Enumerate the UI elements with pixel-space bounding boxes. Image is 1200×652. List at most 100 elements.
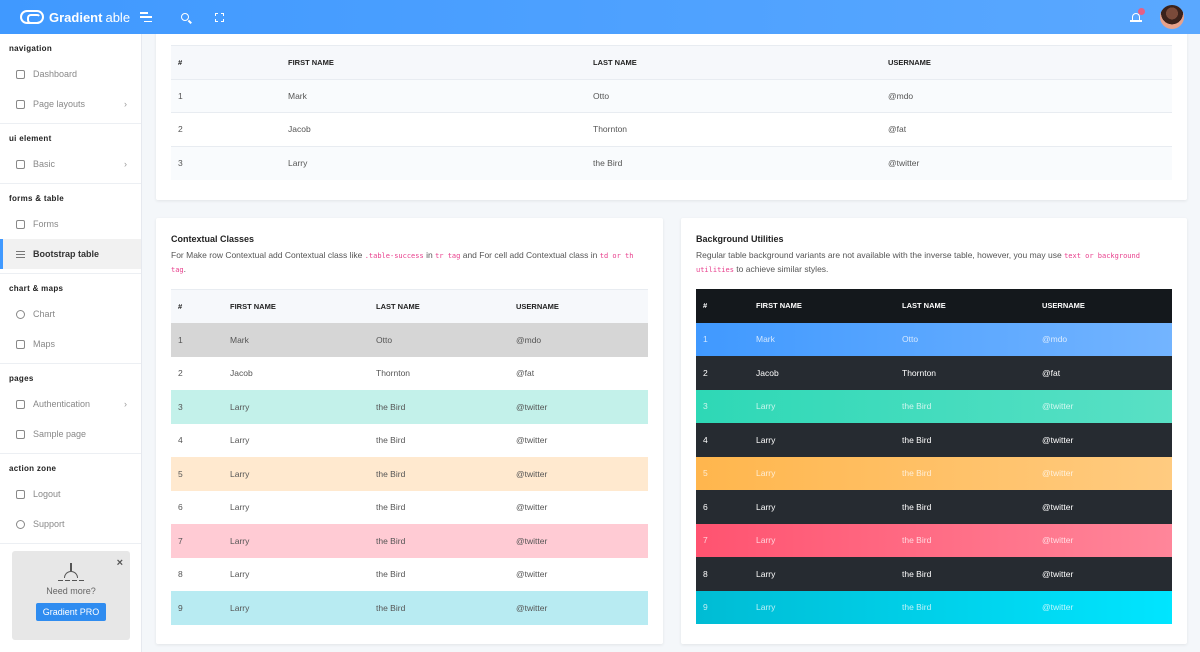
nav-caption: navigation bbox=[9, 44, 53, 53]
column-header: USERNAME bbox=[509, 289, 648, 323]
chevron-right-icon: › bbox=[124, 159, 127, 169]
table-cell: Thornton bbox=[376, 368, 411, 379]
table-cell: 9 bbox=[703, 602, 708, 613]
table-cell: Mark bbox=[230, 334, 249, 345]
table-cell: Thornton bbox=[902, 367, 937, 378]
column-header: LAST NAME bbox=[586, 45, 881, 79]
nav-caption: pages bbox=[9, 374, 34, 383]
table-cell: @twitter bbox=[516, 468, 548, 479]
table-cell: 4 bbox=[178, 435, 183, 446]
sidebar-item-label: Chart bbox=[33, 309, 56, 319]
top-navbar: Gradient able bbox=[0, 0, 1200, 34]
table-cell: Jacob bbox=[230, 368, 253, 379]
sidebar-item-label: Logout bbox=[33, 489, 61, 499]
table-row: 7 Larry the Bird @twitter bbox=[171, 524, 648, 558]
table-row: 6 Larry the Bird @twitter bbox=[171, 490, 648, 524]
table-cell: the Bird bbox=[376, 535, 406, 546]
table-cell: the Bird bbox=[902, 568, 932, 579]
table-cell: Larry bbox=[230, 401, 250, 412]
sidebar-item-bootstrap-table[interactable]: Bootstrap table bbox=[0, 239, 141, 269]
table-row: 6 Larry the Bird @twitter bbox=[696, 490, 1172, 524]
table-cell: @mdo bbox=[881, 78, 1172, 113]
sidebar-item-logout[interactable]: Logout bbox=[0, 479, 141, 509]
table-cell: @twitter bbox=[1042, 535, 1074, 546]
table-row: 7 Larry the Bird @twitter bbox=[696, 523, 1172, 557]
table-cell: Jacob bbox=[756, 367, 779, 378]
contextual-classes-card: Contextual Classes For Make row Contextu… bbox=[156, 218, 663, 644]
nav-group: pages Authentication › Sample page bbox=[0, 364, 141, 454]
sidebar-item-chart[interactable]: Chart bbox=[0, 299, 141, 329]
table-cell: @twitter bbox=[881, 145, 1172, 180]
table-cell: @twitter bbox=[1042, 468, 1074, 479]
nav-group: navigation Dashboard Page layouts › bbox=[0, 34, 141, 124]
table-row: 2 Jacob Thornton @fat bbox=[696, 356, 1172, 390]
column-header: FIRST NAME bbox=[223, 289, 369, 323]
table-row: 3 Larry the Bird @twitter bbox=[696, 389, 1172, 423]
map-icon bbox=[16, 339, 25, 349]
table-row: 3 Larry the Bird @twitter bbox=[171, 390, 648, 424]
contextual-table: # FIRST NAME LAST NAME USERNAME 1 Mark Otto @m… bbox=[171, 289, 648, 625]
brand-logo-link[interactable]: Gradient able bbox=[20, 10, 130, 25]
nav-group: chart & maps Chart Maps bbox=[0, 274, 141, 364]
table-cell: the Bird bbox=[376, 569, 406, 580]
table-cell: 6 bbox=[703, 501, 708, 512]
sidebar-item-support[interactable]: Support bbox=[0, 509, 141, 539]
sidebar-item-page-layouts[interactable]: Page layouts › bbox=[0, 89, 141, 119]
table-cell: Larry bbox=[756, 401, 776, 412]
sidebar-item-basic[interactable]: Basic › bbox=[0, 149, 141, 179]
nav-caption: forms & table bbox=[9, 194, 65, 203]
nav-caption: chart & maps bbox=[9, 284, 64, 293]
table-cell: 2 bbox=[178, 368, 183, 379]
table-cell: @mdo bbox=[516, 334, 542, 345]
column-header: # bbox=[171, 289, 223, 323]
avatar[interactable] bbox=[1160, 5, 1184, 29]
table-cell: @twitter bbox=[1042, 501, 1074, 512]
gradient-pro-button[interactable]: Gradient PRO bbox=[35, 603, 107, 621]
table-cell: 5 bbox=[703, 468, 708, 479]
bell-icon[interactable] bbox=[1130, 8, 1145, 23]
close-icon[interactable]: × bbox=[116, 557, 123, 569]
table-cell: @fat bbox=[516, 368, 535, 379]
table-cell: Larry bbox=[756, 434, 776, 445]
sidebar-item-label: Forms bbox=[33, 219, 59, 229]
fullscreen-button[interactable] bbox=[212, 10, 226, 24]
table-cell: Larry bbox=[756, 535, 776, 546]
sidebar-item-authentication[interactable]: Authentication › bbox=[0, 389, 141, 419]
table-row: 5 Larry the Bird @twitter bbox=[171, 457, 648, 491]
help-icon bbox=[16, 519, 25, 529]
box-icon bbox=[16, 159, 25, 169]
chevron-right-icon: › bbox=[124, 99, 127, 109]
column-header: # bbox=[171, 45, 281, 79]
sidebar-item-maps[interactable]: Maps bbox=[0, 329, 141, 359]
table-cell: 9 bbox=[178, 602, 183, 613]
table-row: 2 Jacob Thornton @fat bbox=[171, 112, 1172, 146]
table-cell: 6 bbox=[178, 502, 183, 513]
table-cell: Larry bbox=[230, 435, 250, 446]
logo-icon bbox=[20, 10, 44, 24]
menu-icon[interactable] bbox=[140, 12, 153, 22]
sidebar-item-sample-page[interactable]: Sample page bbox=[0, 419, 141, 449]
brand-sub: able bbox=[105, 9, 131, 25]
nav-group: ui element Basic › bbox=[0, 124, 141, 184]
table-row: 2 Jacob Thornton @fat bbox=[171, 356, 648, 390]
upgrade-promo: × Need more? Gradient PRO bbox=[12, 551, 130, 640]
table-cell: Larry bbox=[756, 501, 776, 512]
table-row: 4 Larry the Bird @twitter bbox=[171, 423, 648, 457]
sidebar-item-label: Basic bbox=[33, 159, 56, 169]
table-cell: the Bird bbox=[376, 502, 406, 513]
table-cell: @mdo bbox=[1042, 334, 1068, 345]
sidebar-item-label: Authentication bbox=[33, 399, 91, 409]
home-icon bbox=[16, 69, 25, 79]
file-icon bbox=[16, 219, 25, 229]
table-row: 9 Larry the Bird @twitter bbox=[171, 591, 648, 625]
fullscreen-icon bbox=[214, 12, 224, 22]
search-button[interactable] bbox=[178, 10, 192, 24]
table-cell: 3 bbox=[171, 145, 281, 180]
sidebar-item-forms[interactable]: Forms bbox=[0, 209, 141, 239]
table-cell: Otto bbox=[902, 334, 919, 345]
basic-table-card: # FIRST NAME LAST NAME USERNAME 1 Mark Otto @m… bbox=[156, 23, 1187, 200]
table-cell: the Bird bbox=[902, 501, 932, 512]
table-cell: Mark bbox=[756, 334, 775, 345]
table-row: 9 Larry the Bird @twitter bbox=[696, 590, 1172, 624]
sidebar-item-dashboard[interactable]: Dashboard bbox=[0, 59, 141, 89]
